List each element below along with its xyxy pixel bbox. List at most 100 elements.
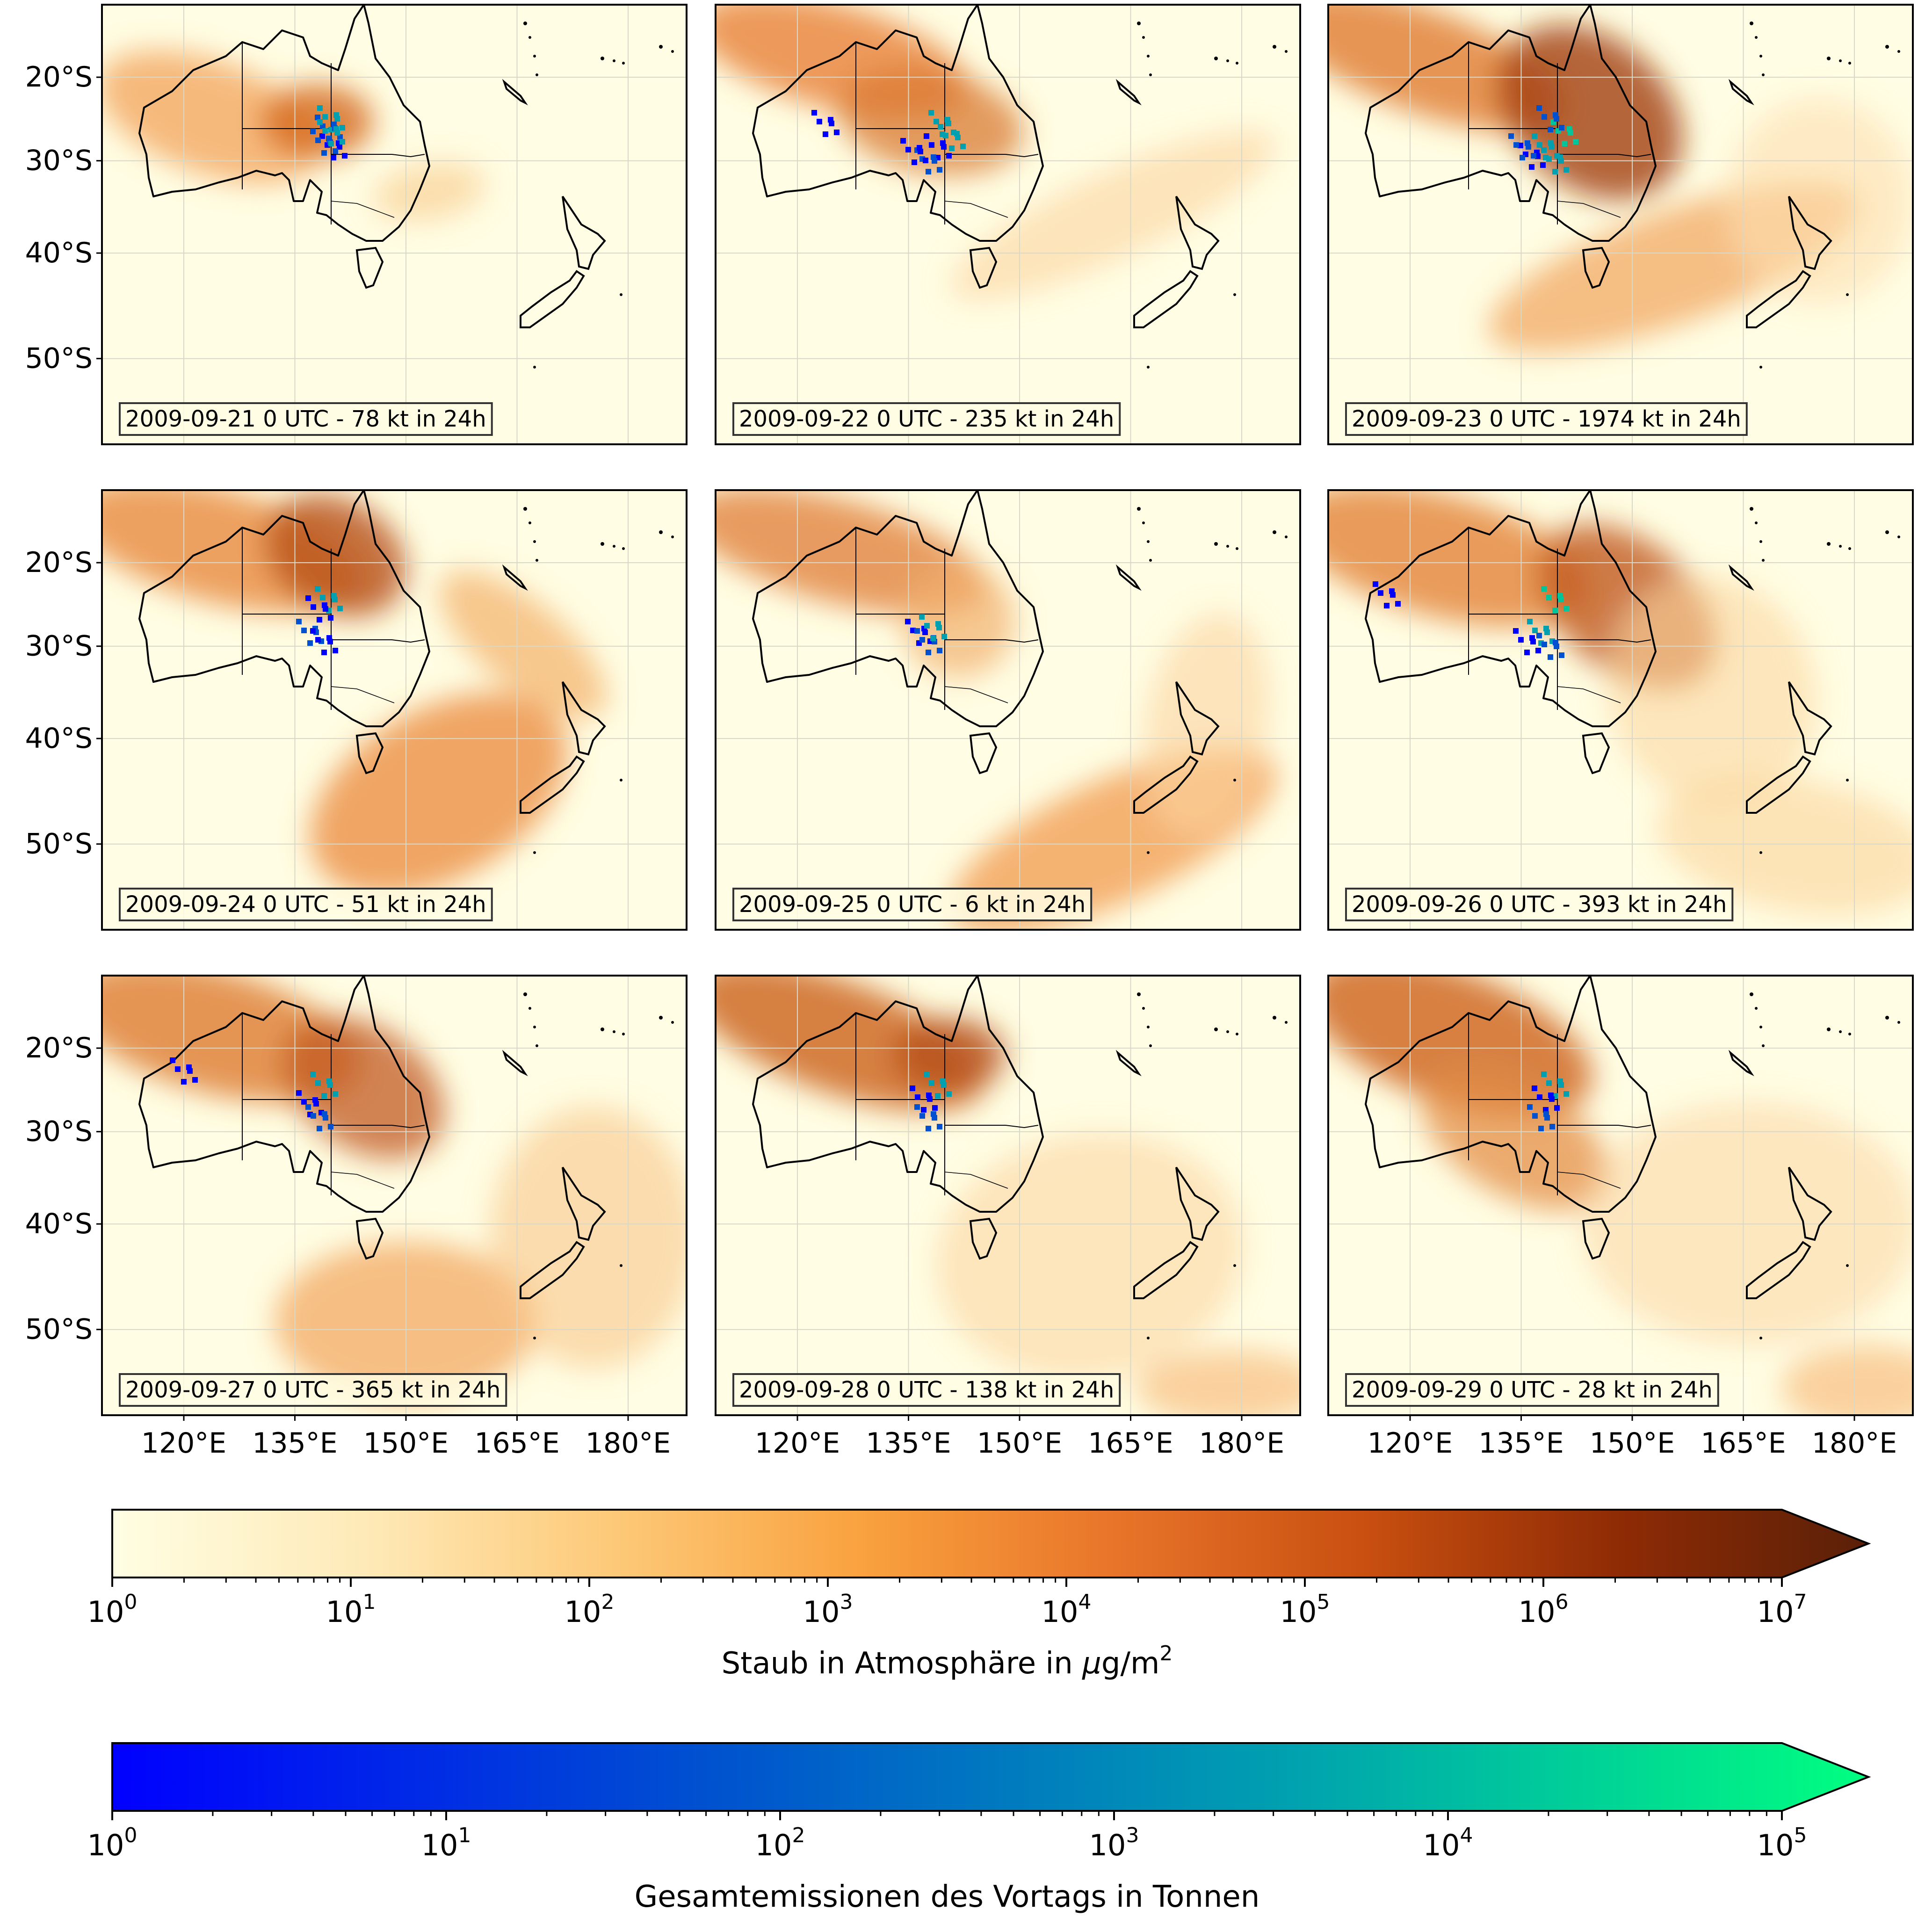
- panel-label-text: 2009-09-22 0 UTC - 235 kt in 24h: [739, 406, 1114, 432]
- colorbar-gradient: [111, 1509, 1871, 1578]
- colorbar-label: Gesamtemissionen des Vortags in Tonnen: [635, 1880, 1260, 1914]
- lat-tick-label: 40°S: [25, 237, 93, 269]
- panel-label: 2009-09-27 0 UTC - 365 kt in 24h: [119, 1373, 507, 1407]
- lat-tick-label: 40°S: [25, 722, 93, 755]
- map-panel: 2009-09-23 0 UTC - 1974 kt in 24h: [1327, 4, 1914, 445]
- map-panel: 2009-09-26 0 UTC - 393 kt in 24h: [1327, 489, 1914, 931]
- panel-label-text: 2009-09-28 0 UTC - 138 kt in 24h: [739, 1377, 1114, 1403]
- panel-label: 2009-09-28 0 UTC - 138 kt in 24h: [732, 1373, 1121, 1407]
- emission-point: [305, 1104, 333, 1131]
- colorbar-tick-label: 103: [1089, 1823, 1139, 1862]
- colorbar-tick-label: 104: [1423, 1823, 1473, 1862]
- emission-point: [317, 119, 345, 146]
- lat-tick-label: 20°S: [25, 546, 93, 579]
- emission-point: [1550, 119, 1578, 146]
- panel-label-text: 2009-09-24 0 UTC - 51 kt in 24h: [125, 891, 486, 918]
- emission-point: [310, 628, 338, 655]
- lat-tick-label: 50°S: [25, 342, 93, 375]
- emission-point: [811, 110, 840, 137]
- emission-point: [310, 1071, 338, 1099]
- colorbar-tick-label: 105: [1757, 1823, 1807, 1862]
- lon-tick-label: 180°E: [1199, 1427, 1284, 1460]
- emission-point: [919, 614, 947, 641]
- lon-tick-label: 120°E: [1368, 1427, 1453, 1460]
- panel-frame: [1327, 975, 1914, 1416]
- colorbar-gradient: [111, 1742, 1871, 1812]
- dust-field: [1328, 976, 1913, 1415]
- colorbar-tick-label: 105: [1280, 1590, 1330, 1629]
- emission-point: [900, 138, 928, 165]
- map-panel: 2009-09-28 0 UTC - 138 kt in 24h 120°E 135…: [715, 975, 1301, 1460]
- panel-label-text: 2009-09-23 0 UTC - 1974 kt in 24h: [1352, 406, 1741, 432]
- colorbar-tick-label: 103: [803, 1590, 853, 1629]
- panel-frame: [101, 975, 688, 1416]
- emission-point: [914, 1104, 942, 1131]
- panel-frame: [715, 489, 1301, 931]
- colorbar-tick-label: 101: [421, 1823, 471, 1862]
- panel-label: 2009-09-29 0 UTC - 28 kt in 24h: [1345, 1373, 1719, 1407]
- panel-label: 2009-09-25 0 UTC - 6 kt in 24h: [732, 888, 1093, 921]
- colorbar-tick-label: 102: [755, 1823, 805, 1862]
- lat-tick-label: 30°S: [25, 630, 93, 663]
- colorbar: 100 101 102 103 104 105 106 107 Staub in Atmosph…: [87, 1509, 1871, 1681]
- emission-point: [1536, 633, 1564, 660]
- lon-tick-label: 165°E: [474, 1427, 559, 1460]
- colorbar-tick-label: 107: [1757, 1590, 1807, 1629]
- emission-point: [1541, 1071, 1569, 1099]
- panel-frame: [1327, 4, 1914, 445]
- panel-label-text: 2009-09-27 0 UTC - 365 kt in 24h: [125, 1377, 500, 1403]
- panel-label: 2009-09-22 0 UTC - 235 kt in 24h: [732, 402, 1121, 436]
- emission-point: [1527, 1104, 1555, 1131]
- emission-point: [1541, 147, 1569, 174]
- emission-point: [1513, 628, 1541, 655]
- lat-tick-label: 30°S: [25, 145, 93, 177]
- colorbar-tick-label: 100: [87, 1590, 138, 1629]
- dust-field: [716, 976, 1300, 1415]
- lon-tick-label: 135°E: [1478, 1427, 1563, 1460]
- panel-label-text: 2009-09-25 0 UTC - 6 kt in 24h: [739, 891, 1086, 918]
- dust-field: [716, 490, 1276, 930]
- colorbar-tick-label: 101: [326, 1590, 376, 1629]
- lat-tick-label: 50°S: [25, 1313, 93, 1346]
- map-panel: 2009-09-21 0 UTC - 78 kt in 24h 20°S 30°S 4…: [25, 4, 688, 445]
- map-panel: 2009-09-25 0 UTC - 6 kt in 24h: [715, 489, 1301, 931]
- emission-point: [910, 1085, 938, 1113]
- emission-point: [1508, 133, 1536, 160]
- lon-tick-label: 135°E: [866, 1427, 951, 1460]
- emission-point: [305, 595, 333, 622]
- panel-frame: [101, 489, 688, 931]
- map-panel: 2009-09-22 0 UTC - 235 kt in 24h: [715, 4, 1301, 445]
- lon-tick-label: 165°E: [1701, 1427, 1786, 1460]
- panel-frame: [715, 975, 1301, 1416]
- emission-point: [315, 586, 343, 613]
- panel-label: 2009-09-23 0 UTC - 1974 kt in 24h: [1345, 402, 1748, 436]
- emission-point: [170, 1057, 198, 1085]
- colorbar-tick-label: 102: [565, 1590, 615, 1629]
- map-panel: 2009-09-27 0 UTC - 365 kt in 24h 20°S 30°S…: [25, 975, 688, 1460]
- emission-point: [928, 110, 956, 137]
- map-panel: 2009-09-24 0 UTC - 51 kt in 24h 20°S 30°S 4…: [25, 489, 688, 931]
- colorbar-tick-label: 100: [87, 1823, 138, 1862]
- lat-tick-label: 20°S: [25, 61, 93, 94]
- lat-tick-label: 20°S: [25, 1032, 93, 1064]
- dust-field: [1328, 490, 1913, 915]
- emission-point: [924, 1071, 952, 1099]
- panel-label: 2009-09-21 0 UTC - 78 kt in 24h: [119, 402, 493, 436]
- panel-label: 2009-09-24 0 UTC - 51 kt in 24h: [119, 888, 493, 921]
- lon-tick-label: 150°E: [1590, 1427, 1675, 1460]
- panel-label-text: 2009-09-29 0 UTC - 28 kt in 24h: [1352, 1377, 1713, 1403]
- panel-frame: [1327, 489, 1914, 931]
- panel-label: 2009-09-26 0 UTC - 393 kt in 24h: [1345, 888, 1734, 921]
- panel-label-text: 2009-09-26 0 UTC - 393 kt in 24h: [1352, 891, 1727, 918]
- lon-tick-label: 135°E: [252, 1427, 337, 1460]
- lon-tick-label: 180°E: [586, 1427, 671, 1460]
- emission-point: [1536, 105, 1564, 132]
- lon-tick-label: 120°E: [755, 1427, 840, 1460]
- lat-tick-label: 30°S: [25, 1115, 93, 1148]
- colorbar-tick-label: 106: [1519, 1590, 1569, 1629]
- lat-tick-label: 40°S: [25, 1208, 93, 1240]
- lon-tick-label: 180°E: [1812, 1427, 1897, 1460]
- colorbar-tick-label: 104: [1042, 1590, 1092, 1629]
- panel-frame: [715, 4, 1301, 445]
- panel-label-text: 2009-09-21 0 UTC - 78 kt in 24h: [125, 406, 486, 432]
